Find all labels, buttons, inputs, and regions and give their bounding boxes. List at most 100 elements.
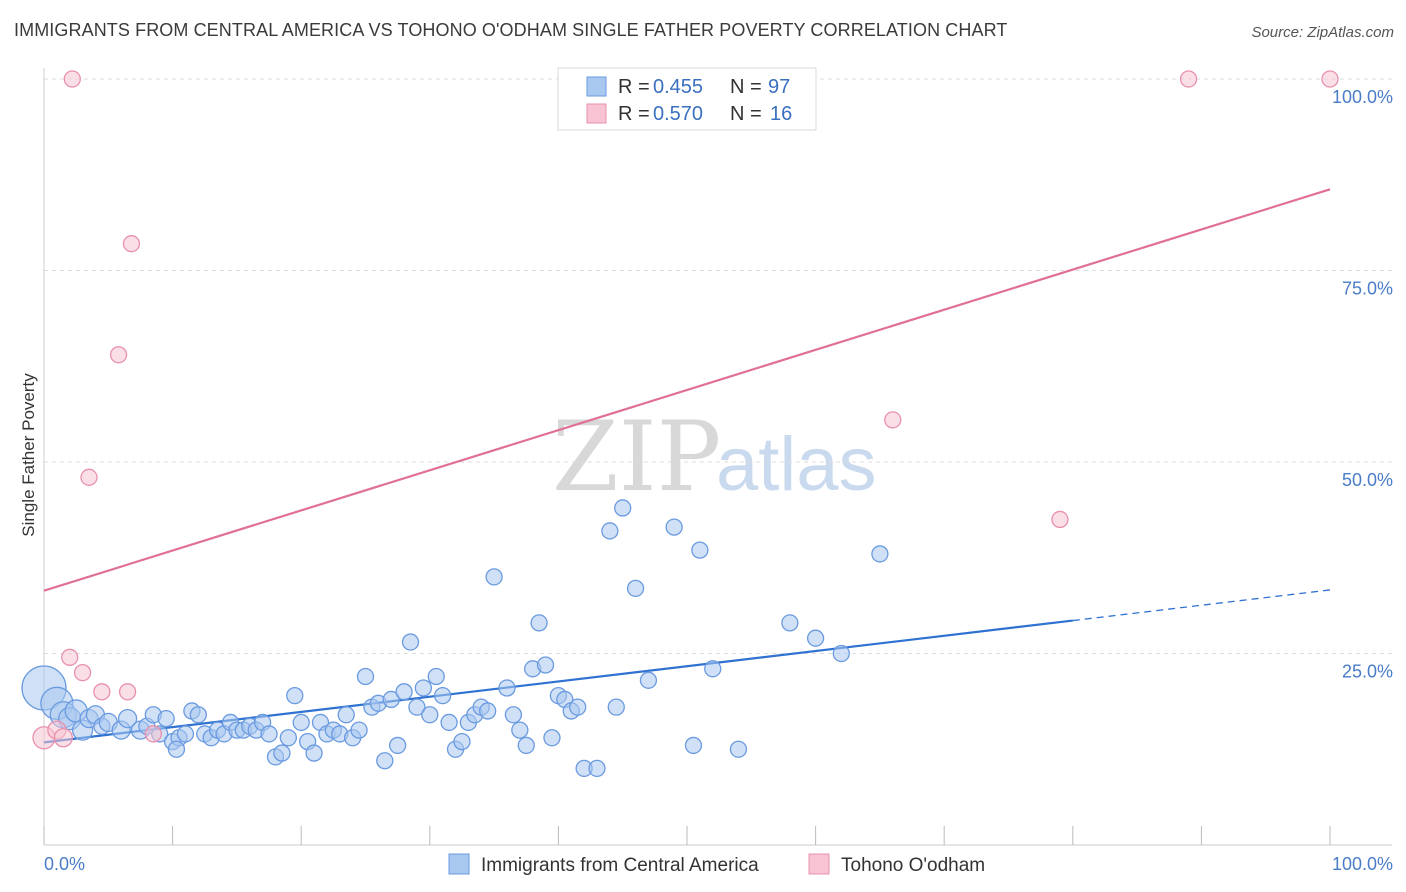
tick-labels: 25.0% 50.0% 75.0% 100.0% 0.0% 100.0% (44, 87, 1393, 874)
legend-n-label-2: N = (730, 103, 762, 125)
point-central-america-82 (588, 759, 606, 778)
bottom-legend-swatch-blue (448, 853, 470, 875)
y-tick-label-3: 100.0% (1332, 87, 1393, 107)
point-central-america-35 (273, 744, 291, 762)
bottom-legend: Immigrants from Central America Tohono O… (448, 853, 985, 876)
y-tick-label-1: 50.0% (1342, 470, 1393, 490)
point-central-america-56 (408, 698, 426, 716)
point-central-america-47 (350, 721, 368, 739)
point-central-america-96 (832, 644, 850, 663)
point-central-america-88 (665, 518, 683, 536)
point-central-america-60 (434, 686, 452, 705)
point-central-america-33 (260, 725, 278, 743)
point-tohono-odham-10 (122, 235, 141, 253)
point-central-america-51 (376, 752, 394, 770)
point-central-america-86 (626, 579, 645, 598)
legend-swatch-pink (586, 103, 607, 124)
point-central-america-94 (781, 614, 799, 632)
point-central-america-22 (189, 706, 207, 724)
point-tohono-odham-9 (118, 683, 137, 701)
point-tohono-odham-6 (80, 468, 98, 486)
point-central-america-54 (395, 683, 413, 701)
legend-r-value-1: 0.455 (653, 76, 703, 98)
point-central-america-36 (279, 729, 297, 747)
point-central-america-90 (691, 541, 709, 559)
point-central-america-69 (498, 679, 516, 697)
point-tohono-odham-3 (61, 648, 79, 666)
point-central-america-75 (536, 656, 555, 674)
point-central-america-37 (286, 686, 304, 705)
point-central-america-83 (601, 522, 619, 540)
point-tohono-odham-13 (1051, 510, 1069, 529)
bottom-legend-label-pink: Tohono O'odham (841, 855, 985, 876)
point-tohono-odham-4 (63, 70, 81, 88)
point-central-america-53 (388, 736, 407, 755)
point-central-america-38 (292, 713, 310, 732)
legend-n-value-1: 97 (768, 76, 790, 98)
legend-swatch-blue (586, 76, 607, 97)
bottom-legend-swatch-pink (808, 853, 830, 875)
point-central-america-76 (543, 729, 561, 747)
legend-r-label-1: R = (618, 76, 650, 98)
watermark-zip: ZIP (552, 401, 721, 513)
point-tohono-odham-7 (93, 683, 111, 701)
point-central-america-87 (639, 671, 658, 689)
y-axis-label: Single Father Poverty (19, 373, 38, 537)
point-central-america-48 (356, 667, 375, 686)
bottom-legend-label-blue: Immigrants from Central America (481, 855, 759, 876)
point-central-america-16 (157, 709, 175, 728)
point-central-america-67 (479, 702, 497, 720)
point-central-america-92 (729, 740, 748, 758)
point-central-america-40 (305, 744, 323, 762)
point-central-america-85 (614, 499, 632, 517)
watermark-atlas: atlas (716, 422, 877, 507)
point-tohono-odham-12 (884, 411, 902, 429)
point-tohono-odham-15 (1321, 70, 1339, 88)
legend-r-label-2: R = (618, 103, 650, 125)
watermark: ZIP atlas (552, 401, 877, 513)
legend-r-value-2: 0.570 (653, 103, 703, 125)
point-tohono-odham-14 (1179, 70, 1198, 88)
trend-line-tohono-odham (43, 188, 1331, 592)
point-central-america-45 (337, 706, 355, 724)
point-central-america-93 (871, 545, 889, 563)
point-tohono-odham-8 (109, 346, 128, 364)
x-tick-label-1: 100.0% (1332, 854, 1393, 874)
x-tick-label-0: 0.0% (44, 854, 85, 874)
axes (43, 68, 1392, 846)
point-central-america-95 (806, 629, 825, 647)
trend-line-central-america-extension (1072, 589, 1331, 622)
point-central-america-55 (401, 633, 420, 651)
point-central-america-52 (382, 690, 400, 709)
point-central-america-74 (530, 614, 548, 632)
point-central-america-20 (176, 725, 195, 743)
source-credit: Source: ZipAtlas.com (1251, 24, 1394, 41)
point-central-america-11 (117, 708, 138, 729)
point-central-america-19 (167, 740, 186, 758)
point-central-america-71 (511, 721, 529, 739)
gridlines (44, 78, 1392, 654)
point-central-america-84 (607, 698, 625, 716)
legend-n-value-2: 16 (770, 103, 792, 125)
legend-n-label-1: N = (730, 76, 762, 98)
point-tohono-odham-11 (144, 725, 162, 743)
point-central-america-91 (704, 660, 722, 678)
y-tick-label-2: 75.0% (1342, 279, 1393, 299)
chart-title: IMMIGRANTS FROM CENTRAL AMERICA VS TOHON… (14, 20, 1008, 40)
point-central-america-70 (504, 706, 523, 724)
data-points (21, 70, 1339, 778)
point-central-america-58 (421, 706, 439, 724)
point-central-america-68 (485, 568, 503, 586)
point-tohono-odham-5 (73, 664, 92, 682)
point-central-america-63 (453, 732, 471, 751)
y-tick-label-0: 25.0% (1342, 662, 1393, 682)
legend: R = 0.455 N = 97 R = 0.570 N = 16 (557, 67, 817, 131)
point-central-america-57 (414, 679, 433, 697)
point-tohono-odham-2 (53, 728, 73, 748)
trend-line-central-america (43, 619, 1073, 744)
point-central-america-59 (427, 667, 445, 686)
point-central-america-80 (569, 698, 587, 716)
point-central-america-89 (684, 736, 703, 755)
point-central-america-61 (440, 713, 458, 732)
